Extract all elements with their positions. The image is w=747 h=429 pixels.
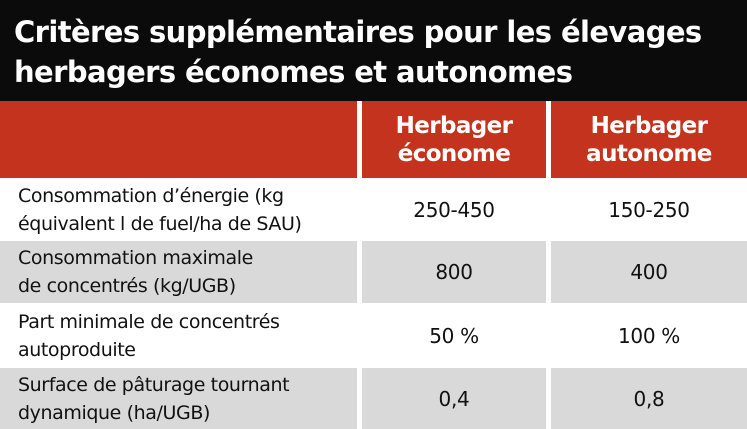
row-label-line1: Consommation maximale bbox=[18, 247, 253, 269]
table-row: Consommation d’énergie (kg équivalent l … bbox=[0, 178, 747, 239]
column-divider bbox=[357, 101, 362, 429]
table-row: Part minimale de concentrés autoproduite… bbox=[0, 303, 747, 366]
row-label-line1: Part minimale de concentrés bbox=[18, 310, 280, 333]
table-row: Consommation maximale de concentrés (kg/… bbox=[0, 239, 747, 303]
value-autonome: 100 % bbox=[617, 323, 681, 348]
value-econome: 800 bbox=[435, 260, 473, 284]
column-header-autonome-line2: autonome bbox=[586, 140, 712, 167]
column-header-autonome-line1: Herbager bbox=[590, 112, 708, 139]
row-label-line1: Surface de pâturage tournant bbox=[18, 373, 290, 396]
value-autonome: 400 bbox=[630, 260, 668, 284]
value-econome: 250-450 bbox=[413, 197, 495, 222]
column-header-econome: Herbager économe bbox=[362, 101, 546, 178]
row-label: Consommation d’énergie (kg équivalent l … bbox=[18, 180, 302, 239]
row-label: Part minimale de concentrés autoproduite bbox=[18, 305, 280, 366]
value-econome: 0,4 bbox=[438, 386, 470, 411]
row-label: Consommation maximale de concentrés (kg/… bbox=[18, 241, 253, 303]
row-label: Surface de pâturage tournant dynamique (… bbox=[18, 368, 290, 429]
value-econome: 50 % bbox=[429, 323, 479, 348]
row-label-line2: de concentrés (kg/UGB) bbox=[18, 275, 236, 297]
row-label-line2: dynamique (ha/UGB) bbox=[18, 401, 210, 424]
value-autonome: 0,8 bbox=[633, 386, 665, 411]
row-label-line2: autoproduite bbox=[18, 338, 136, 361]
table-row: Surface de pâturage tournant dynamique (… bbox=[0, 366, 747, 429]
column-divider bbox=[546, 101, 551, 429]
column-header-econome-line1: Herbager bbox=[395, 112, 513, 139]
header-band bbox=[0, 101, 747, 178]
column-header-econome-line2: économe bbox=[397, 140, 511, 167]
row-label-line1: Consommation d’énergie (kg bbox=[18, 184, 284, 207]
column-header-autonome: Herbager autonome bbox=[551, 101, 747, 178]
value-autonome: 150-250 bbox=[608, 197, 690, 222]
title-line-1: Critères supplémentaires pour les élevag… bbox=[14, 15, 702, 49]
row-label-line2: équivalent l de fuel/ha de SAU) bbox=[18, 212, 302, 235]
title-line-2: herbagers économes et autonomes bbox=[14, 55, 573, 89]
table-title: Critères supplémentaires pour les élevag… bbox=[0, 0, 747, 101]
